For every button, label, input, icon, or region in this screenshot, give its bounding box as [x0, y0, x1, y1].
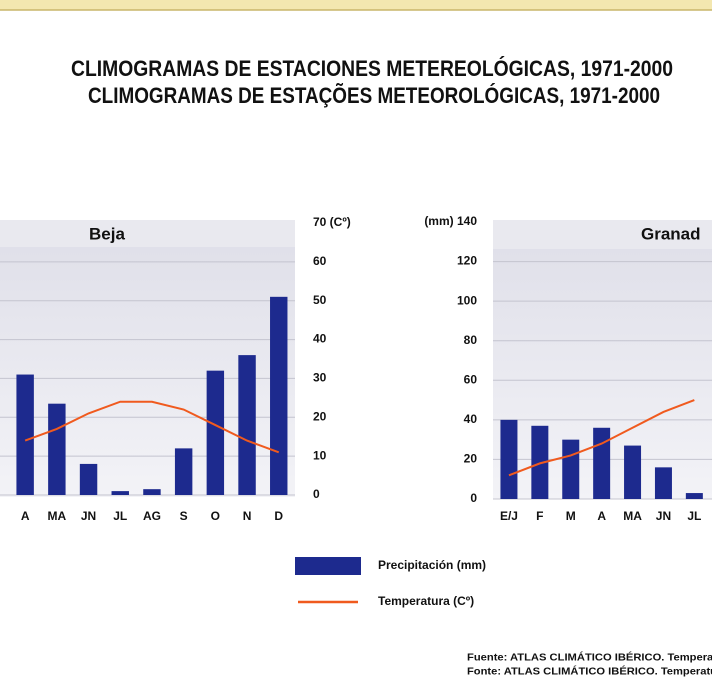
bar: [654, 467, 672, 499]
x-tick-label: JL: [687, 509, 701, 523]
x-tick-label: AG: [143, 509, 161, 523]
bar: [174, 448, 193, 495]
x-tick-label: M: [566, 509, 576, 523]
tick-label: 70 (Cº): [313, 215, 351, 229]
bar: [270, 296, 288, 495]
chart-title: CLIMOGRAMAS DE ESTACIONES METEREOLÓGICAS…: [71, 56, 673, 81]
tick-label: 60: [464, 372, 478, 386]
tick-label: 50: [313, 293, 327, 307]
top-border: [0, 0, 712, 10]
chart-subtitle: CLIMOGRAMAS DE ESTAÇÕES METEOROLÓGICAS, …: [88, 83, 660, 108]
x-tick-label: N: [243, 509, 252, 523]
bar: [562, 439, 580, 499]
legend-label: Temperatura (Cº): [378, 594, 474, 608]
tick-label: 40: [464, 412, 478, 426]
bar: [143, 489, 161, 495]
x-tick-label: JL: [113, 509, 127, 523]
bar: [500, 419, 518, 499]
plot-header: [0, 220, 295, 247]
plot-header: [493, 220, 712, 249]
bar: [16, 374, 34, 495]
bar: [685, 493, 703, 499]
bar: [48, 403, 66, 495]
x-tick-label: O: [211, 509, 220, 523]
x-tick-label: MA: [48, 509, 67, 523]
x-tick-label: S: [180, 509, 188, 523]
tick-label: 80: [464, 333, 478, 347]
source-note: Fonte: ATLAS CLIMÁTICO IBÉRICO. Temperat…: [467, 665, 712, 678]
tick-label: 40: [313, 332, 327, 346]
x-tick-label: D: [274, 509, 283, 523]
legend-swatch: [295, 557, 361, 575]
bar: [238, 355, 256, 495]
bar: [111, 491, 129, 495]
x-tick-label: JN: [656, 509, 671, 523]
tick-label: 120: [457, 254, 477, 268]
x-tick-label: MA: [623, 509, 642, 523]
x-tick-label: E/J: [500, 509, 518, 523]
x-tick-label: A: [21, 509, 30, 523]
tick-label: 60: [313, 254, 327, 268]
bar: [79, 463, 98, 495]
temperature-line: [24, 400, 280, 454]
plot-title: Granad: [641, 224, 701, 243]
temperature-line: [508, 399, 695, 477]
tick-label: 30: [313, 371, 327, 385]
bar: [624, 445, 642, 499]
legend-label: Precipitación (mm): [378, 558, 486, 572]
tick-label: 20: [313, 409, 327, 423]
tick-label: 100: [457, 293, 477, 307]
x-tick-label: F: [536, 509, 543, 523]
bar: [593, 427, 611, 499]
bar: [206, 370, 225, 495]
plot-title: Beja: [89, 224, 125, 243]
tick-label: (mm) 140: [424, 214, 477, 228]
x-tick-label: JN: [81, 509, 96, 523]
tick-label: 10: [313, 448, 327, 462]
tick-label: 0: [470, 491, 477, 505]
source-note: Fuente: ATLAS CLIMÁTICO IBÉRICO. Tempera…: [467, 651, 712, 664]
x-tick-label: A: [597, 509, 606, 523]
tick-label: 20: [464, 452, 478, 466]
tick-label: 0: [313, 487, 320, 501]
